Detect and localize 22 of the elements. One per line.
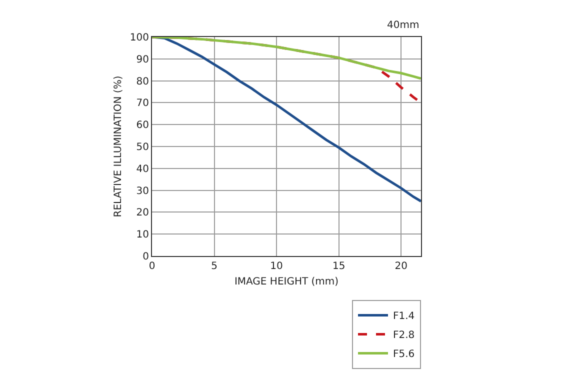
x-tick-label: 5: [211, 261, 218, 272]
text: 40mm: [387, 20, 420, 31]
y-tick-label: 90: [136, 54, 149, 66]
legend-label: F2.8: [393, 330, 415, 342]
y-tick-label: 60: [136, 120, 149, 132]
y-tick-label: 70: [136, 98, 149, 110]
x-tick-label: 20: [394, 261, 408, 272]
y-tick-label: 80: [136, 76, 149, 88]
line-series: [152, 37, 421, 80]
y-tick-label: 0: [142, 252, 149, 262]
y-tick-label: 10: [136, 230, 149, 241]
x-axis-title: IMAGE HEIGHT (mm): [234, 276, 339, 288]
y-tick-label: 100: [130, 32, 149, 44]
y-tick-label: 50: [136, 142, 149, 153]
y-axis-title: RELATIVE ILLUMINATION (%): [112, 76, 124, 218]
x-tick-label: 10: [270, 261, 283, 272]
y-tick-label: 40: [136, 164, 149, 175]
y-tick-label: 20: [136, 208, 149, 219]
x-tick-label: 15: [332, 261, 346, 272]
legend-label: F5.6: [393, 349, 415, 360]
legend-label: F1.4: [393, 311, 415, 322]
y-tick-label: 30: [136, 186, 149, 197]
